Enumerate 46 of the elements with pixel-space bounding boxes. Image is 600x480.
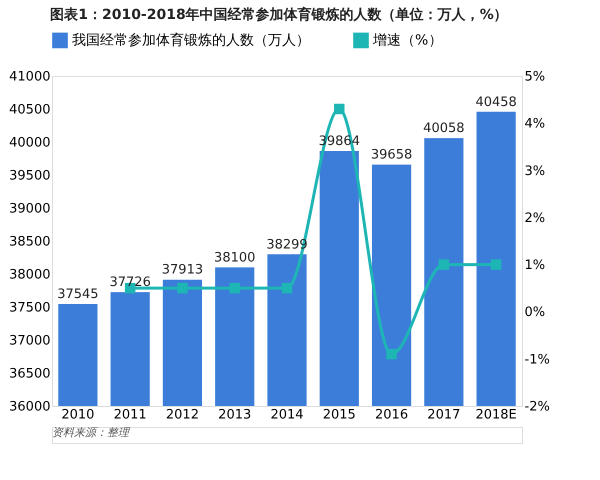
y-tick-label: 39000 <box>9 202 50 216</box>
y2-tick-label: 1% <box>524 258 546 274</box>
y-tick-label: 40500 <box>9 102 50 118</box>
point <box>177 282 188 294</box>
x-tick-label: 2014 <box>270 408 304 422</box>
point <box>282 282 292 294</box>
point <box>334 104 345 114</box>
point <box>386 348 397 360</box>
point <box>490 259 502 270</box>
x-tick-label: 2012 <box>166 408 199 422</box>
y2-tick-label: 0% <box>524 305 546 320</box>
y2-tick-label: -1% <box>524 352 550 368</box>
data-label: 37913 <box>162 262 204 278</box>
y2-tick-label: 2% <box>524 210 546 226</box>
y-tick-label: 41000 <box>9 70 50 84</box>
x-tick-label: 2017 <box>427 408 460 422</box>
y2-tick-label: 5% <box>524 70 546 84</box>
y-tick-label: 38000 <box>9 268 50 282</box>
data-label: 40458 <box>475 94 517 110</box>
y-tick-label: 40000 <box>9 136 50 150</box>
data-label: 39658 <box>370 148 412 163</box>
x-tick-label: 2015 <box>322 408 356 422</box>
y-tick-label: 37500 <box>9 300 50 316</box>
y-tick-label: 38500 <box>9 234 50 250</box>
y-tick-label: 36500 <box>9 366 50 382</box>
data-label: 40058 <box>423 121 465 136</box>
point <box>229 282 240 294</box>
data-label: 37726 <box>109 275 151 290</box>
y2-tick-label: -2% <box>524 400 550 414</box>
x-tick-label: 2010 <box>61 408 94 422</box>
y-tick-label: 37000 <box>9 334 50 348</box>
x-tick-label: 2016 <box>375 408 408 422</box>
y-tick-label: 39500 <box>9 168 50 184</box>
legend-label: 我国经常参加体育锻炼的人数（万人） <box>72 31 310 48</box>
data-label: 38100 <box>214 250 256 266</box>
y2-tick-label: 3% <box>524 164 546 179</box>
data-label: 37545 <box>57 287 99 302</box>
chart-title: 图表1：2010-2018年中国经常参加体育锻炼的人数（单位：万人，%） <box>50 6 508 23</box>
y2-tick-label: 4% <box>524 116 546 132</box>
x-tick-label: 2013 <box>218 408 252 422</box>
x-tick-label: 2018E <box>475 408 517 422</box>
point <box>438 259 450 270</box>
y-tick-label: 36000 <box>9 400 50 414</box>
legend-label: 增速（%） <box>372 32 442 48</box>
text: 资料来源：整理 <box>52 426 131 439</box>
x-tick-label: 2011 <box>114 408 147 422</box>
